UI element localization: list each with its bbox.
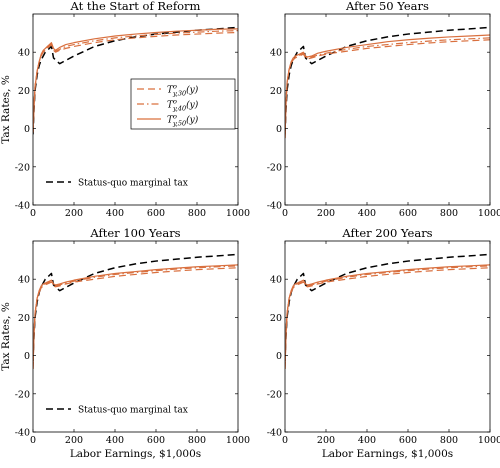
x-tick-label: 600	[147, 208, 165, 219]
series-line-y30	[33, 267, 238, 369]
y-tick-label: 20	[270, 86, 282, 97]
legend-entry-label: To y,30(y)	[167, 83, 199, 98]
axes-frame	[284, 240, 491, 433]
series-line-y40	[285, 265, 490, 369]
y-tick-label: 20	[18, 313, 30, 324]
y-tick-label: 0	[24, 351, 30, 362]
legend-base: T	[167, 86, 174, 96]
legend-base: T	[167, 101, 174, 111]
series-line-y40	[285, 37, 490, 139]
panel-title: After 50 Years	[345, 0, 429, 13]
y-tick-label: 40	[18, 275, 30, 286]
legend-statusquo-label: Status-quo marginal tax	[78, 406, 188, 416]
panel-series-group	[33, 253, 238, 369]
legend-subscript: y,40	[172, 105, 186, 113]
x-tick-label: 0	[282, 208, 288, 219]
axes-frame	[284, 13, 491, 206]
x-tick-label: 400	[106, 208, 124, 219]
panel-series-group	[33, 26, 238, 135]
legend-superscript: o	[173, 83, 177, 91]
legend-argument: (y)	[186, 85, 199, 96]
x-tick-label: 200	[317, 208, 335, 219]
x-tick-label: 200	[65, 208, 83, 219]
series-line-y50	[33, 264, 238, 369]
y-tick-label: 0	[24, 124, 30, 135]
series-line-statusquo	[33, 26, 238, 135]
legend-entry-label: To y,50(y)	[167, 113, 199, 128]
legend-base: T	[167, 116, 174, 126]
y-tick-label: -40	[267, 201, 282, 212]
series-line-y50	[33, 28, 238, 133]
series-line-y50	[285, 34, 490, 139]
legend-statusquo-label: Status-quo marginal tax	[78, 179, 188, 189]
panel-title: After 200 Years	[341, 226, 432, 240]
panel-2: After 50 Years 0 200 400 600 800 1000 -40 -20 0 20…	[267, 0, 500, 219]
x-tick-label: 800	[440, 208, 458, 219]
legend-subscript: y,30	[172, 90, 186, 98]
x-tick-label: 600	[147, 435, 165, 446]
y-tick-label: 20	[270, 313, 282, 324]
series-line-y40	[33, 265, 238, 369]
series-line-statusquo	[285, 26, 490, 135]
series-line-y30	[285, 267, 490, 369]
x-tick-label: 200	[65, 435, 83, 446]
legend-superscript: o	[173, 98, 177, 106]
series-line-statusquo	[33, 253, 238, 362]
y-tick-label: -20	[15, 162, 30, 173]
legend-argument: (y)	[186, 100, 199, 111]
x-tick-label: 800	[188, 208, 206, 219]
x-tick-label: 0	[30, 435, 36, 446]
y-tick-label: 0	[276, 124, 282, 135]
y-tick-label: 20	[18, 86, 30, 97]
x-tick-label: 600	[399, 208, 417, 219]
y-tick-label: -40	[267, 428, 282, 439]
panel-series-group	[285, 253, 490, 369]
x-tick-label: 1000	[478, 208, 500, 219]
x-axis-label: Labor Earnings, $1,000s	[322, 448, 453, 460]
axes-frame	[32, 240, 239, 433]
y-tick-label: 40	[18, 48, 30, 59]
legend-entry-label: To y,40(y)	[167, 98, 199, 113]
panel-title: After 100 Years	[89, 226, 180, 240]
series-line-statusquo	[285, 253, 490, 362]
legend-superscript: o	[173, 113, 177, 121]
legend-argument: (y)	[186, 115, 199, 126]
x-tick-label: 0	[30, 208, 36, 219]
x-tick-label: 400	[106, 435, 124, 446]
x-tick-label: 1000	[226, 208, 250, 219]
series-line-y50	[285, 264, 490, 369]
panel-4: After 200 Years 0 200 400 600 800 1000 -40 -20 0 2…	[267, 226, 500, 460]
x-tick-label: 400	[358, 435, 376, 446]
y-tick-label: -40	[15, 201, 30, 212]
x-axis-label: Labor Earnings, $1,000s	[70, 448, 201, 460]
axes-frame	[32, 13, 239, 206]
y-tick-label: 40	[270, 275, 282, 286]
y-tick-label: -20	[267, 389, 282, 400]
series-line-y30	[285, 39, 490, 139]
x-tick-label: 800	[440, 435, 458, 446]
y-tick-label: -20	[267, 162, 282, 173]
y-axis-label: Tax Rates, %	[0, 75, 12, 144]
y-tick-label: -20	[15, 389, 30, 400]
x-tick-label: 1000	[478, 435, 500, 446]
y-tick-label: 0	[276, 351, 282, 362]
panel-title: At the Start of Reform	[70, 0, 201, 13]
legend-subscript: y,50	[172, 120, 186, 128]
x-tick-label: 400	[358, 208, 376, 219]
y-axis-label: Tax Rates, %	[0, 302, 12, 371]
panel-3: After 100 Years 0 200 400 600 800 1000 -40 -20 0 2…	[0, 226, 250, 460]
panel-series-group	[285, 26, 490, 139]
x-tick-label: 600	[399, 435, 417, 446]
x-tick-label: 1000	[226, 435, 250, 446]
x-tick-label: 800	[188, 435, 206, 446]
x-tick-label: 0	[282, 435, 288, 446]
x-tick-label: 200	[317, 435, 335, 446]
y-tick-label: -40	[15, 428, 30, 439]
y-tick-label: 40	[270, 48, 282, 59]
